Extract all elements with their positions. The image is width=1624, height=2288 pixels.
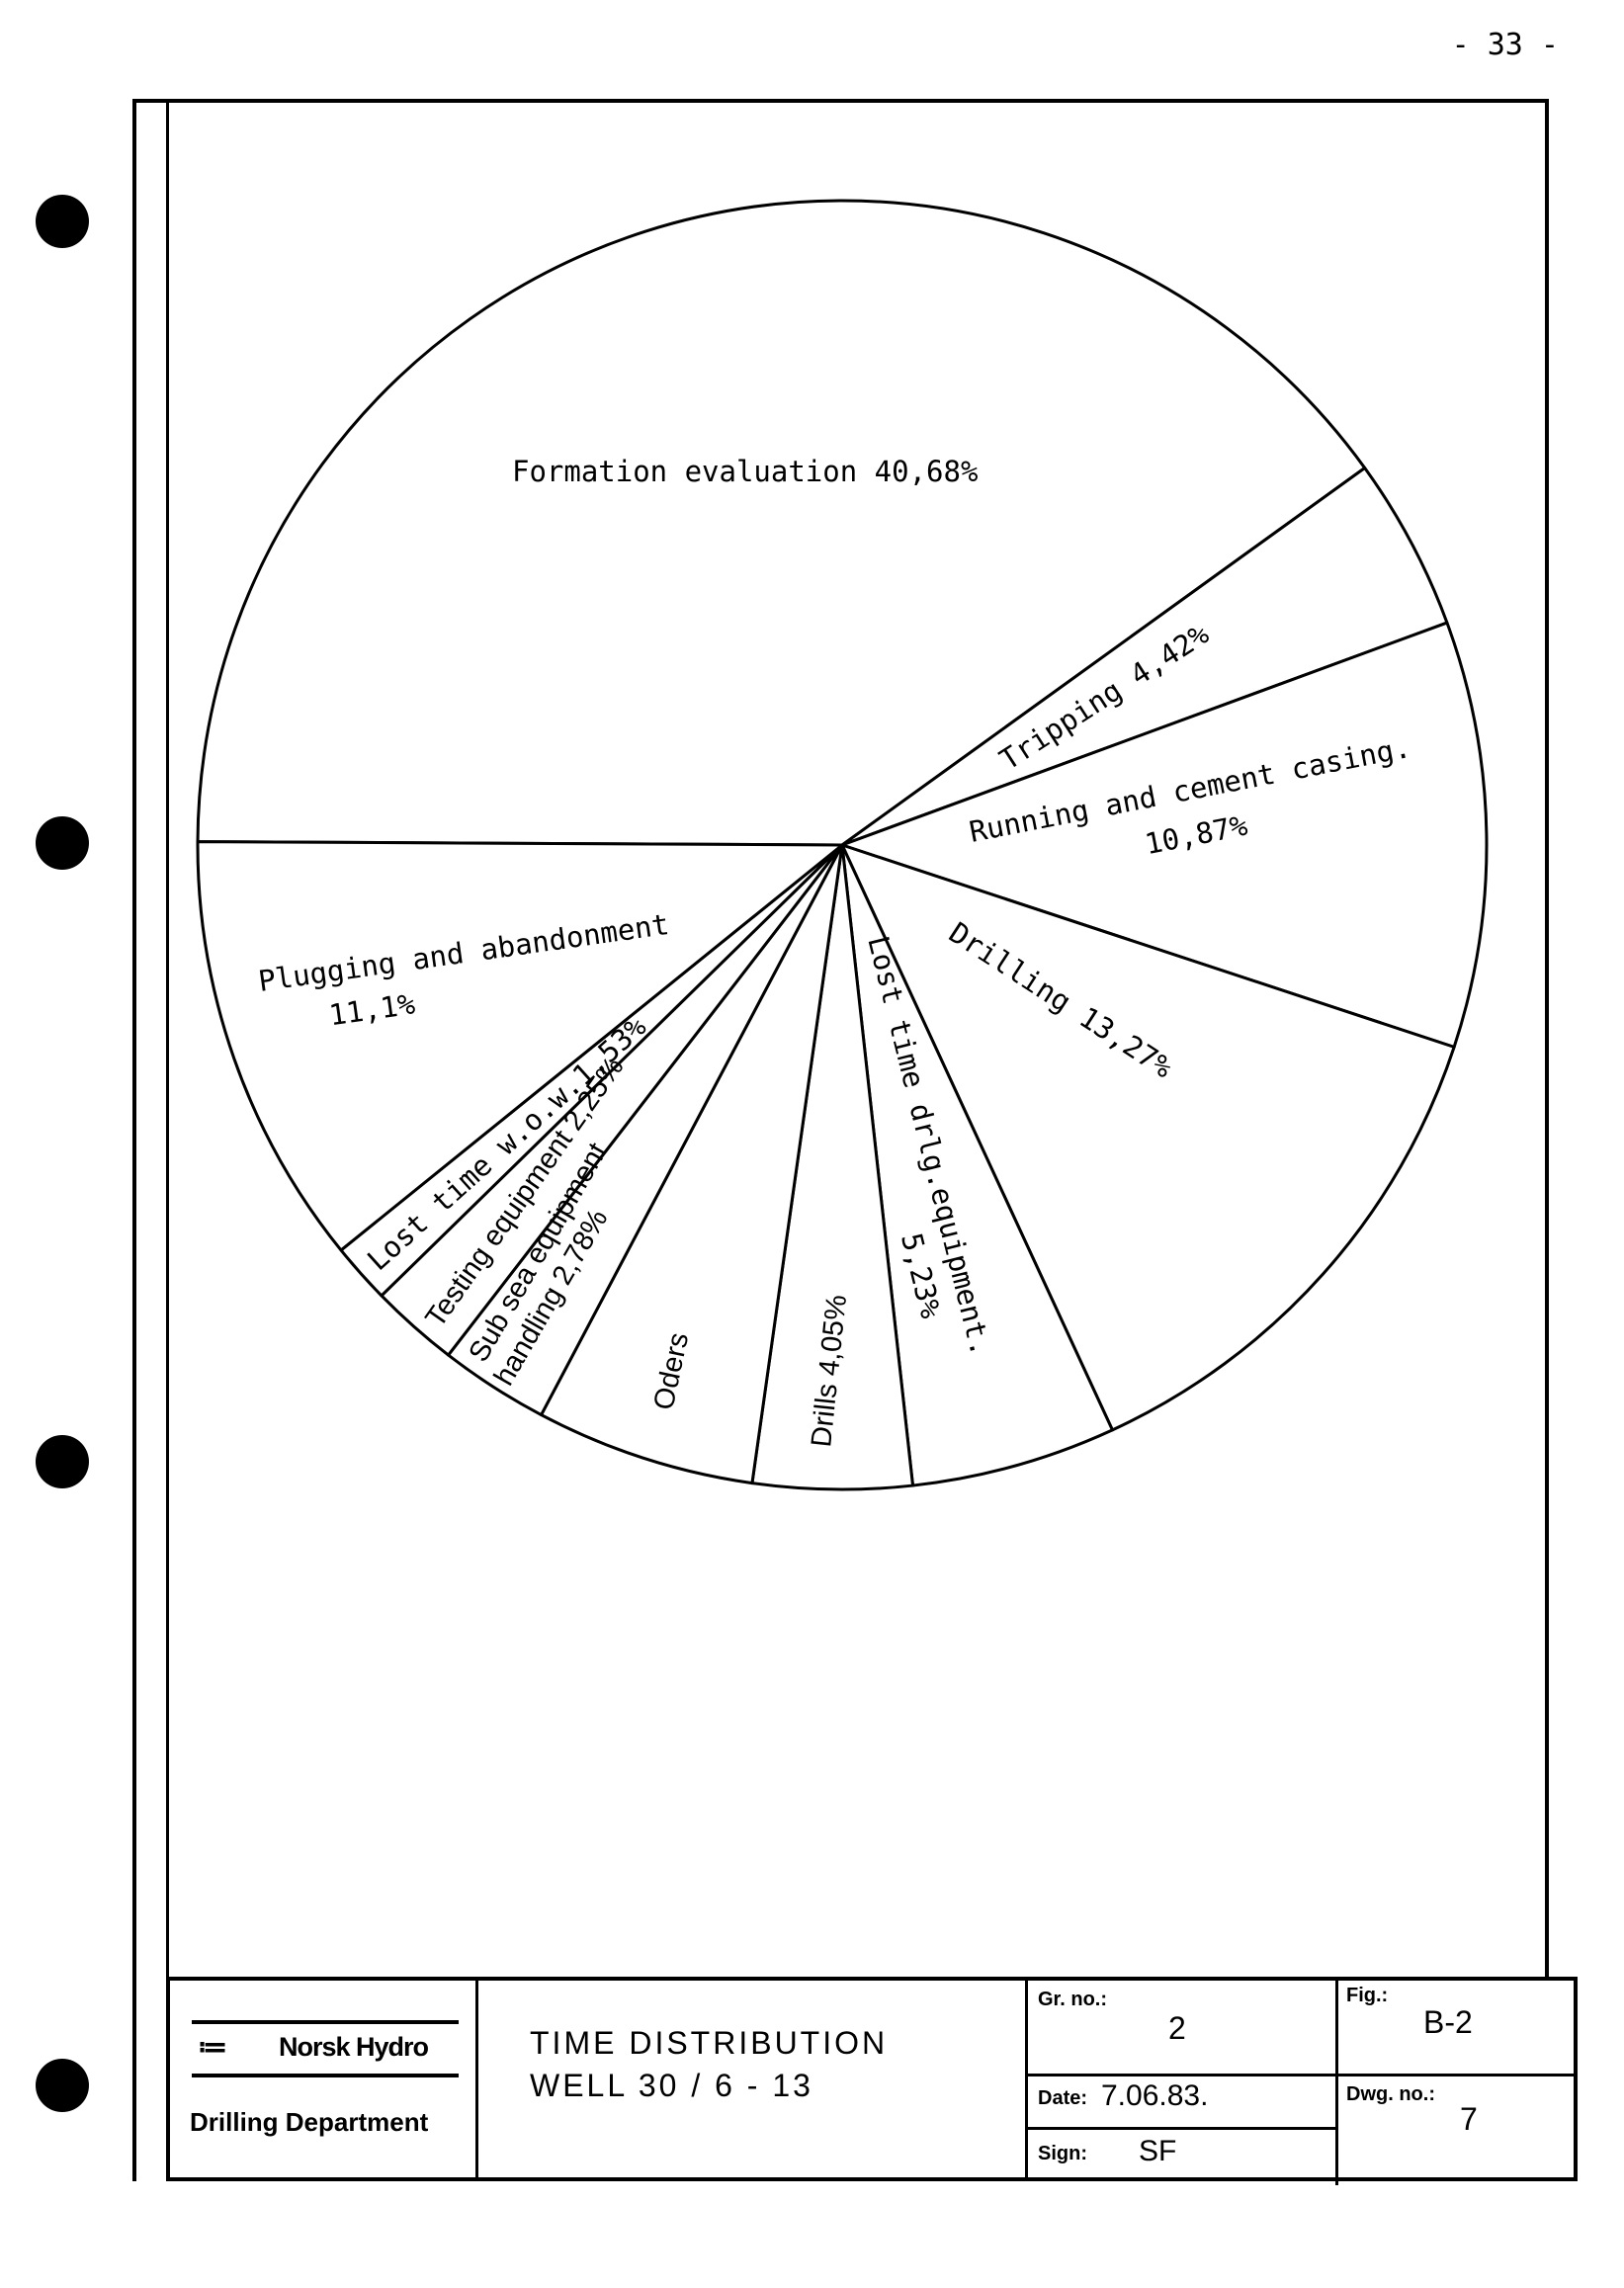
punch-hole-4 [36,2059,89,2112]
slice-label-formation-evaluation: Formation evaluation 40,68% [512,455,978,488]
drawing-frame [132,99,1549,2181]
pie-chart: Formation evaluation 40,68% Tripping 4,4… [196,199,1489,1491]
sign-value: SF [1139,2135,1177,2167]
punch-hole-3 [36,1435,89,1488]
pie-slice-10 [196,840,844,1252]
title-block-divider-h2 [1028,2127,1335,2130]
logo-row: ≔ Norsk Hydro [192,2020,459,2077]
drawing-inner-frame [166,99,1549,1977]
pie-slice-2 [840,621,1489,1049]
pie-slice-6 [540,843,844,1485]
punch-hole-1 [36,195,89,248]
dwg-no-label: Dwg. no.: [1346,2083,1435,2105]
gr-no-label: Gr. no.: [1038,1989,1107,2010]
fig-label: Fig.: [1346,1985,1389,2006]
fig-value: B-2 [1423,2004,1473,2040]
drawing-title-line-1: TIME DISTRIBUTION [530,2025,889,2061]
dwg-no-value: 7 [1460,2101,1478,2137]
title-block-divider-h [1028,2074,1578,2076]
title-block-divider-v [1335,1981,1338,2185]
date-label: Date: [1038,2087,1088,2109]
pie-slice-0 [196,199,1367,847]
pie-slices [196,199,1489,1491]
pie-slice-1 [840,466,1449,847]
pie-slice-3 [840,843,1456,1432]
department-name: Drilling Department [190,2107,429,2137]
pie-slice-4 [840,843,1114,1487]
company-name: Norsk Hydro [279,2032,429,2062]
punch-hole-2 [36,816,89,870]
norsk-hydro-viking-ship-icon: ≔ [198,2031,227,2064]
gr-no-value: 2 [1168,2010,1186,2046]
drawing-title-line-2: WELL 30 / 6 - 13 [530,2068,813,2103]
page-number: - 33 - [1451,28,1559,62]
title-block-logo-cell: ≔ Norsk Hydro Drilling Department [170,1981,478,2177]
sign-label: Sign: [1038,2143,1087,2164]
title-block: ≔ Norsk Hydro Drilling Department TIME D… [166,1977,1578,2185]
date-value: 7.06.83. [1101,2079,1209,2112]
title-block-title-cell: TIME DISTRIBUTION WELL 30 / 6 - 13 [478,1981,1028,2177]
